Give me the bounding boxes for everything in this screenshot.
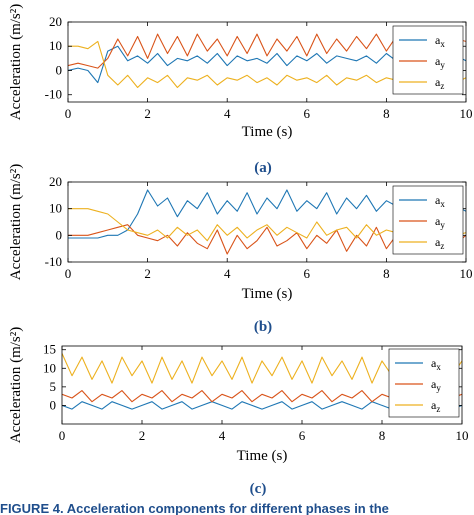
chart-panel-3: 0 2 4 6 8 10 0 5 10 15 Time (s) Acceleration (m/s²)… xyxy=(8,327,469,497)
legend-box xyxy=(392,25,464,95)
legend-label-subscript: z xyxy=(440,241,444,251)
x-tick-label: 4 xyxy=(219,428,226,443)
legend-label-main: a xyxy=(435,75,441,89)
legend-label-x: ax xyxy=(435,33,445,49)
legend-label-main: a xyxy=(435,33,441,47)
legend-label-y: ay xyxy=(431,377,441,393)
y-tick-label: 10 xyxy=(49,201,62,216)
panel-label: (a) xyxy=(254,160,272,176)
legend-label-x: ax xyxy=(435,193,445,209)
legend-label-subscript: x xyxy=(440,199,445,209)
x-tick-label: 8 xyxy=(383,106,390,121)
legend-label-subscript: y xyxy=(436,383,441,393)
x-tick-label: 4 xyxy=(224,266,231,281)
x-tick-label: 8 xyxy=(383,266,390,281)
panel-label: (b) xyxy=(254,319,272,335)
x-tick-label: 0 xyxy=(65,266,72,281)
legend-label-main: a xyxy=(435,214,441,228)
legend-box xyxy=(392,185,464,255)
y-axis-label: Acceleration (m/s²) xyxy=(8,4,24,121)
legend-label-y: ay xyxy=(435,54,445,70)
legend-label-subscript: x xyxy=(440,39,445,49)
x-tick-label: 2 xyxy=(144,266,151,281)
plot-area-frame xyxy=(67,181,467,263)
x-axis-label: Time (s) xyxy=(242,124,293,140)
y-tick-label: 0 xyxy=(50,397,57,412)
panel-label: (c) xyxy=(250,481,267,497)
x-tick-label: 2 xyxy=(144,106,151,121)
legend-label-y: ay xyxy=(435,214,445,230)
legend-label-subscript: y xyxy=(440,220,445,230)
legend-label-main: a xyxy=(431,356,437,370)
x-tick-label: 6 xyxy=(304,106,311,121)
x-tick-label: 0 xyxy=(65,106,72,121)
y-tick-label: -10 xyxy=(45,87,62,102)
x-tick-label: 10 xyxy=(460,106,473,121)
x-tick-label: 2 xyxy=(139,428,146,443)
legend-label-subscript: z xyxy=(436,404,440,414)
y-axis-label: Acceleration (m/s²) xyxy=(8,327,24,444)
legend-label-subscript: z xyxy=(440,81,444,91)
legend-label-main: a xyxy=(435,235,441,249)
legend-label-z: az xyxy=(431,398,440,414)
legend-label-x: ax xyxy=(431,356,441,372)
plot-area-frame xyxy=(67,21,467,103)
y-axis-label: Acceleration (m/s²) xyxy=(8,164,24,281)
x-tick-label: 10 xyxy=(460,266,473,281)
legend-label-z: az xyxy=(435,75,444,91)
y-tick-label: 5 xyxy=(50,379,57,394)
x-tick-label: 6 xyxy=(304,266,311,281)
x-tick-label: 8 xyxy=(379,428,386,443)
y-tick-label: 20 xyxy=(49,174,62,189)
y-tick-label: 15 xyxy=(43,342,56,357)
legend-label-main: a xyxy=(431,398,437,412)
y-tick-label: 10 xyxy=(43,360,56,375)
x-axis-label: Time (s) xyxy=(242,286,293,302)
x-tick-label: 4 xyxy=(224,106,231,121)
y-tick-label: -10 xyxy=(45,254,62,269)
figure-caption: FIGURE 4. Acceleration components for di… xyxy=(0,501,389,515)
x-axis-label: Time (s) xyxy=(237,448,288,464)
y-tick-label: 20 xyxy=(49,14,62,29)
legend-label-subscript: x xyxy=(436,362,441,372)
plot-area-frame xyxy=(61,345,463,425)
legend-label-main: a xyxy=(435,193,441,207)
legend-label-z: az xyxy=(435,235,444,251)
y-tick-label: 10 xyxy=(49,38,62,53)
legend-label-subscript: y xyxy=(440,60,445,70)
y-tick-label: 0 xyxy=(56,227,63,242)
x-tick-label: 10 xyxy=(456,428,469,443)
x-tick-label: 6 xyxy=(299,428,306,443)
legend-label-main: a xyxy=(431,377,437,391)
x-tick-label: 0 xyxy=(59,428,66,443)
legend-box xyxy=(388,348,460,418)
y-tick-label: 0 xyxy=(56,62,63,77)
legend-label-main: a xyxy=(435,54,441,68)
